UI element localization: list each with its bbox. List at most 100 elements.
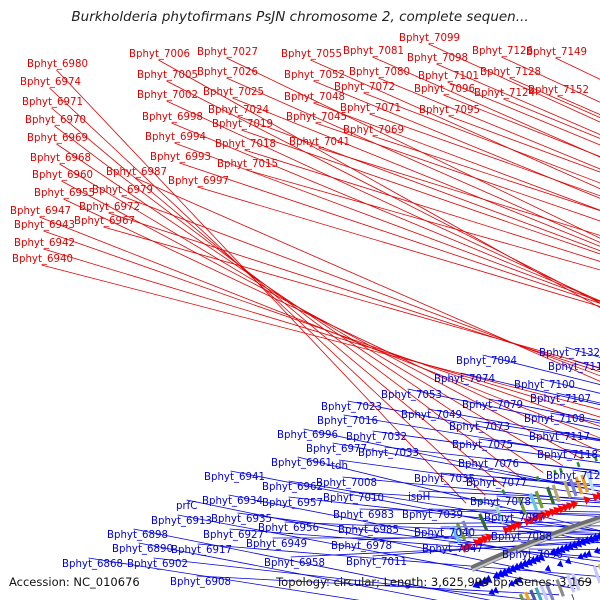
inner-gene-label[interactable]: Bphyt_6908	[170, 577, 231, 588]
outer-gene-label[interactable]: Bphyt_7101	[418, 71, 479, 82]
inner-gene-label[interactable]: tdh	[331, 461, 348, 472]
outer-gene-label[interactable]: Bphyt_7024	[208, 105, 269, 116]
outer-gene-label[interactable]: Bphyt_7071	[340, 103, 401, 114]
inner-gene-label[interactable]: Bphyt_7033	[358, 448, 419, 459]
outer-gene-label[interactable]: Bphyt_7099	[399, 33, 460, 44]
inner-gene-label[interactable]: Bphyt_6917	[171, 545, 232, 556]
outer-gene-label[interactable]: Bphyt_7027	[197, 47, 258, 58]
inner-gene-label[interactable]: Bphyt_7008	[316, 478, 377, 489]
inner-gene-label[interactable]: Bphyt_7032	[346, 432, 407, 443]
inner-gene-label[interactable]: Bphyt_7132	[539, 348, 600, 359]
outer-gene-label[interactable]: Bphyt_6979	[92, 185, 153, 196]
inner-gene-label[interactable]: Bphyt_7023	[321, 402, 382, 413]
outer-gene-label[interactable]: Bphyt_7080	[349, 67, 410, 78]
outer-gene-label[interactable]: Bphyt_7005	[137, 70, 198, 81]
inner-gene-label[interactable]: Bphyt_6996	[277, 430, 338, 441]
outer-gene-label[interactable]: Bphyt_6997	[168, 176, 229, 187]
inner-gene-label[interactable]: Bphyt_6927	[203, 530, 264, 541]
inner-gene-label[interactable]: Bphyt_6935	[211, 514, 272, 525]
outer-gene-label[interactable]: Bphyt_6968	[30, 153, 91, 164]
inner-gene-label[interactable]: Bphyt_7120	[546, 471, 600, 482]
inner-gene-label[interactable]: Bphyt_6957	[262, 498, 323, 509]
inner-gene-label[interactable]: Bphyt_7040	[414, 528, 475, 539]
outer-gene-label[interactable]: Bphyt_7052	[284, 70, 345, 81]
inner-gene-label[interactable]: Bphyt_7010	[323, 493, 384, 504]
outer-gene-label[interactable]: Bphyt_7124	[474, 88, 535, 99]
inner-gene-label[interactable]: Bphyt_7118	[537, 450, 598, 461]
inner-gene-label[interactable]: Bphyt_6961	[271, 458, 332, 469]
inner-gene-label[interactable]: Bphyt_7049	[401, 410, 462, 421]
inner-gene-label[interactable]: Bphyt_7073	[449, 422, 510, 433]
outer-gene-label[interactable]: Bphyt_6943	[14, 220, 75, 231]
outer-gene-label[interactable]: Bphyt_6971	[22, 97, 83, 108]
outer-gene-label[interactable]: Bphyt_7055	[281, 49, 342, 60]
inner-gene-label[interactable]: Bphyt_6985	[338, 525, 399, 536]
outer-gene-label[interactable]: Bphyt_6955	[34, 188, 95, 199]
inner-gene-label[interactable]: Bphyt_6962	[262, 482, 323, 493]
outer-gene-label[interactable]: Bphyt_6967	[74, 216, 135, 227]
inner-gene-label[interactable]: prfC	[176, 501, 197, 512]
outer-gene-label[interactable]: Bphyt_6994	[145, 132, 206, 143]
inner-gene-label[interactable]: Bphyt_7100	[514, 380, 575, 391]
outer-gene-label[interactable]: Bphyt_7026	[197, 67, 258, 78]
inner-gene-label[interactable]: Bphyt_7074	[434, 374, 495, 385]
inner-gene-label[interactable]: Bphyt_7011	[346, 557, 407, 568]
inner-gene-label[interactable]: Bphyt_6934	[202, 496, 263, 507]
outer-gene-label[interactable]: Bphyt_7048	[284, 92, 345, 103]
outer-gene-label[interactable]: Bphyt_7025	[203, 87, 264, 98]
outer-gene-label[interactable]: Bphyt_7019	[212, 119, 273, 130]
outer-gene-label[interactable]: Bphyt_7081	[343, 46, 404, 57]
inner-gene-label[interactable]: Bphyt_7094	[456, 356, 517, 367]
outer-gene-label[interactable]: Bphyt_7006	[129, 49, 190, 60]
outer-gene-label[interactable]: Bphyt_6972	[79, 202, 140, 213]
outer-gene-label[interactable]: Bphyt_6940	[12, 254, 73, 265]
outer-gene-label[interactable]: Bphyt_6969	[27, 133, 88, 144]
inner-gene-label[interactable]: Bphyt_7039	[402, 510, 463, 521]
inner-gene-label[interactable]: Bphyt_7078	[470, 497, 531, 508]
inner-gene-label[interactable]: Bphyt_6898	[107, 530, 168, 541]
inner-gene-label[interactable]: Bphyt_6913	[151, 516, 212, 527]
outer-gene-label[interactable]: Bphyt_7002	[137, 90, 198, 101]
inner-gene-label[interactable]: Bphyt_7035	[414, 474, 475, 485]
inner-gene-label[interactable]: Bphyt_6983	[333, 510, 394, 521]
outer-gene-label[interactable]: Bphyt_7098	[407, 53, 468, 64]
inner-gene-label[interactable]: Bphyt_7117	[529, 432, 590, 443]
inner-gene-label[interactable]: Bphyt_7108	[524, 414, 585, 425]
outer-gene-label[interactable]: Bphyt_6970	[25, 115, 86, 126]
inner-gene-label[interactable]: Bphyt_7107	[530, 394, 591, 405]
outer-gene-label[interactable]: Bphyt_7095	[419, 105, 480, 116]
outer-gene-label[interactable]: Bphyt_7069	[343, 125, 404, 136]
inner-gene-label[interactable]: Bphyt_6941	[204, 472, 265, 483]
inner-gene-label[interactable]: Bphyt_6978	[331, 541, 392, 552]
inner-gene-label[interactable]: Bphyt_7077	[466, 478, 527, 489]
inner-gene-label[interactable]: Bphyt_6958	[264, 558, 325, 569]
outer-gene-label[interactable]: Bphyt_7018	[215, 139, 276, 150]
inner-gene-label[interactable]: Bphyt_7079	[462, 400, 523, 411]
inner-gene-label[interactable]: Bphyt_6868	[62, 559, 123, 570]
inner-gene-label[interactable]: Bphyt_7090	[502, 550, 563, 561]
outer-gene-label[interactable]: Bphyt_7096	[414, 84, 475, 95]
outer-gene-label[interactable]: Bphyt_7149	[526, 47, 587, 58]
outer-gene-label[interactable]: Bphyt_6993	[150, 152, 211, 163]
outer-gene-label[interactable]: Bphyt_7128	[480, 67, 541, 78]
outer-gene-label[interactable]: Bphyt_6987	[106, 167, 167, 178]
inner-gene-label[interactable]: Bphyt_6949	[246, 539, 307, 550]
outer-gene-label[interactable]: Bphyt_6960	[32, 170, 93, 181]
inner-gene-label[interactable]: Bphyt_6890	[112, 544, 173, 555]
inner-gene-label[interactable]: Bphyt_7053	[381, 390, 442, 401]
inner-gene-label[interactable]: Bphyt_6977	[306, 444, 367, 455]
outer-gene-label[interactable]: Bphyt_7126	[472, 46, 533, 57]
inner-gene-label[interactable]: Bphyt_7088	[491, 532, 552, 543]
outer-gene-label[interactable]: Bphyt_6980	[27, 59, 88, 70]
outer-gene-label[interactable]: Bphyt_7072	[334, 82, 395, 93]
outer-gene-label[interactable]: Bphyt_7041	[289, 137, 350, 148]
outer-gene-label[interactable]: Bphyt_6974	[20, 77, 81, 88]
inner-gene-label[interactable]: Bphyt_7119	[548, 362, 600, 373]
outer-gene-label[interactable]: Bphyt_6942	[14, 238, 75, 249]
inner-gene-label[interactable]: Bphyt_6956	[258, 523, 319, 534]
inner-gene-label[interactable]: Bphyt_7016	[317, 416, 378, 427]
inner-gene-label[interactable]: Bphyt_7076	[458, 459, 519, 470]
outer-gene-label[interactable]: Bphyt_7045	[286, 112, 347, 123]
inner-gene-label[interactable]: Bphyt_7075	[452, 440, 513, 451]
